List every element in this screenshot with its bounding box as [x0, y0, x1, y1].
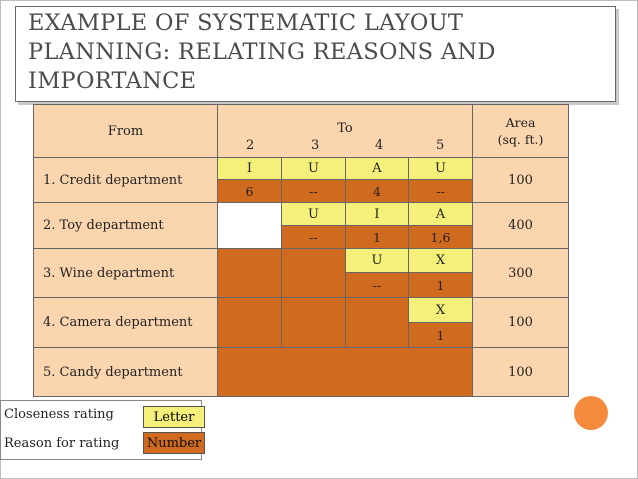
- col-3-label: 3: [311, 138, 320, 153]
- number-swatch: Number: [143, 432, 205, 454]
- row-1-col-4-letter: A: [345, 157, 409, 180]
- row-2-label: 2. Toy department: [33, 202, 218, 249]
- row-4-col-2-blank: [217, 297, 282, 348]
- row-1-col-3-letter: U: [281, 157, 346, 180]
- row-1-col-5-number: --: [408, 179, 473, 203]
- row-2-col-3-number: --: [281, 225, 346, 249]
- from-header: From: [33, 104, 218, 158]
- col-4-label: 4: [375, 138, 384, 153]
- row-3-col-3-blank: [281, 248, 346, 298]
- row-4-label: 4. Camera department: [33, 297, 218, 348]
- row-1-col-3-number: --: [281, 179, 346, 203]
- row-2-col-5-number: 1,6: [408, 225, 473, 249]
- row-2-col-4-number: 1: [345, 225, 409, 249]
- to-label: To: [337, 121, 353, 136]
- to-header: To 2 3 4 5: [217, 104, 473, 158]
- row-1-col-2-number: 6: [217, 179, 282, 203]
- row-3-col-2-blank: [217, 248, 282, 298]
- row-2-col-4-letter: I: [345, 202, 409, 226]
- accent-dot: [574, 396, 608, 430]
- row-4-col-3-blank: [281, 297, 346, 348]
- row-4-area: 100: [472, 297, 569, 348]
- row-1-area: 100: [472, 157, 569, 203]
- row-3-col-4-number: --: [345, 272, 409, 298]
- row-3-col-4-letter: U: [345, 248, 409, 273]
- row-5-area: 100: [472, 347, 569, 397]
- closeness-rating-label: Closeness rating: [4, 407, 114, 422]
- letter-swatch: Letter: [143, 406, 205, 428]
- title-line-1: EXAMPLE OF SYSTEMATIC LAYOUT: [28, 10, 464, 36]
- row-5-label: 5. Candy department: [33, 347, 218, 397]
- row-2-col-5-letter: A: [408, 202, 473, 226]
- row-4-col-5-letter: X: [408, 297, 473, 323]
- reason-for-rating-label: Reason for rating: [4, 436, 120, 451]
- area-header: Area (sq. ft.): [472, 104, 569, 158]
- row-3-label: 3. Wine department: [33, 248, 218, 298]
- row-4-col-4-blank: [345, 297, 409, 348]
- row-5-cols-blank: [217, 347, 473, 397]
- title-line-2: PLANNING: RELATING REASONS AND: [28, 39, 496, 65]
- area-unit-label: (sq. ft.): [497, 132, 544, 147]
- row-2-area: 400: [472, 202, 569, 249]
- row-1-col-5-letter: U: [408, 157, 473, 180]
- row-2-col-2-blank: [217, 202, 282, 249]
- row-1-col-2-letter: I: [217, 157, 282, 180]
- row-2-col-3-letter: U: [281, 202, 346, 226]
- row-1-col-4-number: 4: [345, 179, 409, 203]
- row-3-col-5-letter: X: [408, 248, 473, 273]
- col-2-label: 2: [246, 138, 255, 153]
- slide-title: EXAMPLE OF SYSTEMATIC LAYOUT PLANNING: R…: [28, 9, 608, 96]
- col-5-label: 5: [436, 138, 445, 153]
- title-box: EXAMPLE OF SYSTEMATIC LAYOUT PLANNING: R…: [15, 6, 616, 102]
- row-4-col-5-number: 1: [408, 322, 473, 348]
- row-1-label: 1. Credit department: [33, 157, 218, 203]
- area-label: Area: [505, 115, 536, 130]
- row-3-col-5-number: 1: [408, 272, 473, 298]
- row-3-area: 300: [472, 248, 569, 298]
- title-line-3: IMPORTANCE: [28, 68, 197, 94]
